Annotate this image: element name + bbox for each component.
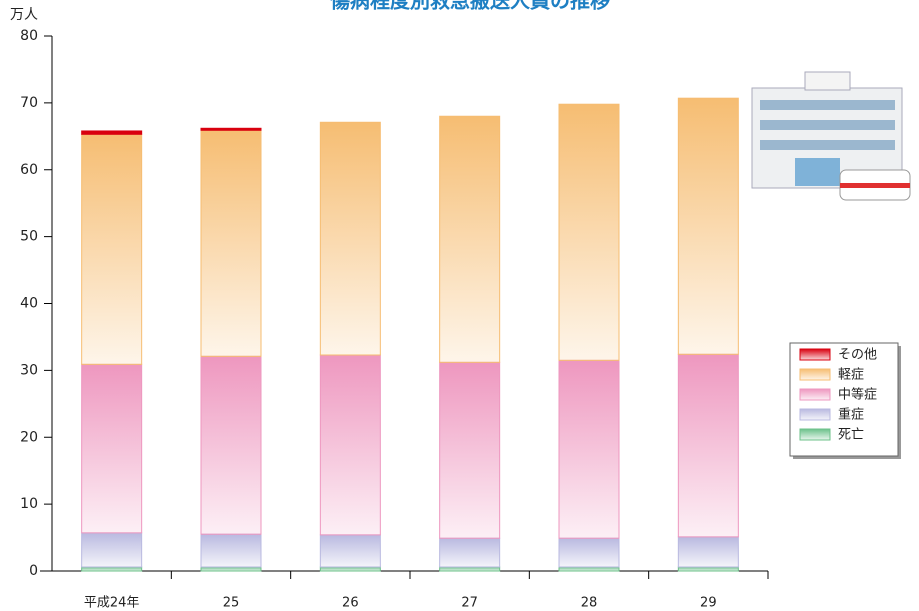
legend-swatch <box>799 348 831 361</box>
bar-segment <box>439 115 501 363</box>
bar-segment <box>81 363 143 534</box>
bar-segment <box>81 566 143 572</box>
y-tick-label: 40 <box>20 296 38 312</box>
bar-segment <box>677 353 739 538</box>
bar-segment <box>200 129 262 357</box>
legend-label: 中等症 <box>838 387 877 403</box>
y-unit: 万人 <box>10 7 38 23</box>
legend-swatch <box>799 368 831 381</box>
entrance <box>795 158 840 186</box>
x-tick-label: 平成24年 <box>84 596 140 611</box>
bar-segment <box>319 354 381 536</box>
bar-segment <box>81 133 143 365</box>
legend-label: 軽症 <box>838 368 864 383</box>
bar-segment <box>81 130 143 135</box>
y-tick-label: 10 <box>20 496 38 512</box>
bar-segment <box>558 359 620 539</box>
windows <box>760 100 895 110</box>
x-tick-label: 25 <box>223 596 240 611</box>
bar-segment <box>200 355 262 535</box>
ambulance-stripe <box>840 183 910 188</box>
bar-segment <box>439 537 501 568</box>
bar-segment <box>81 532 143 568</box>
windows <box>760 140 895 150</box>
y-tick-label: 80 <box>20 28 38 44</box>
legend-label: 重症 <box>838 407 864 423</box>
y-tick-label: 70 <box>20 95 38 111</box>
bar-segment <box>558 566 620 572</box>
x-tick-label: 28 <box>581 596 598 611</box>
legend-swatch <box>799 428 831 441</box>
bar-segment <box>319 534 381 568</box>
legend-label: その他 <box>838 348 877 363</box>
bar-segment <box>200 127 262 131</box>
y-tick-label: 30 <box>20 362 38 378</box>
legend-swatch <box>799 408 831 421</box>
bar-segment <box>439 566 501 572</box>
building-top <box>804 71 851 91</box>
bar-segment <box>200 533 262 568</box>
bar-segment <box>677 566 739 572</box>
x-tick-label: 27 <box>461 596 478 611</box>
hospital-illustration <box>751 71 911 201</box>
bar-segment <box>200 566 262 572</box>
x-tick-label: 29 <box>700 596 717 611</box>
legend-label: 死亡 <box>838 428 864 443</box>
bar-segment <box>439 361 501 539</box>
bar-segment <box>558 103 620 361</box>
y-tick-label: 50 <box>20 229 38 245</box>
windows <box>760 120 895 130</box>
bar-segment <box>319 566 381 572</box>
legend-swatch <box>799 388 831 401</box>
bar-segment <box>319 121 381 356</box>
bar-segment <box>677 97 739 355</box>
y-tick-label: 60 <box>20 162 38 178</box>
y-tick-label: 20 <box>20 429 38 445</box>
x-tick-label: 26 <box>342 596 359 611</box>
bar-segment <box>677 536 739 568</box>
bar-segment <box>558 537 620 568</box>
y-tick-label: 0 <box>29 563 38 579</box>
chart-title: 傷病程度別救急搬送人員の推移 <box>329 0 610 13</box>
